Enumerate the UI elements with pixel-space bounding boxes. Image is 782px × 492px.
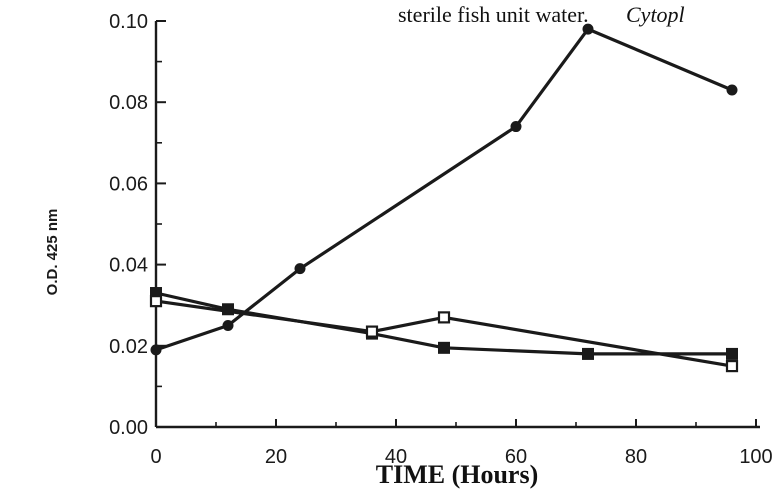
y-tick-label: 0.04 [109,255,148,277]
x-tick-label: 60 [505,446,527,468]
x-tick-label: 100 [739,446,772,468]
data-point [726,347,738,360]
series-line [155,27,733,352]
data-point [149,295,163,308]
tick-labels: 0.00 0.02 0.04 0.06 0.08 0.10 0 20 40 60 80 100 [109,11,773,468]
axes [154,21,760,429]
data-point [582,23,594,35]
x-tick-label: 20 [265,446,287,468]
y-tick-label: 0.00 [109,417,148,439]
caption-italic-text: Cytopl [626,2,685,27]
data-point [582,347,594,360]
x-tick-label: 80 [625,446,647,468]
y-axis-label: O.D. 425 nm [44,209,61,296]
data-point [150,344,162,356]
data-point [725,360,739,373]
y-tick-label: 0.06 [109,173,148,195]
data-point [365,325,379,338]
data-point [294,263,306,275]
x-axis-label: TIME (Hours) [376,460,539,489]
data-point [510,121,522,133]
y-tick-label: 0.02 [109,336,148,358]
data-point [437,311,451,324]
series-filled-circle [150,23,738,356]
data-point [438,341,450,354]
series-layer [149,23,739,373]
data-point [222,320,234,331]
data-point [726,84,738,96]
tick-marks [155,20,757,428]
x-tick-label: 40 [385,446,407,468]
y-tick-label: 0.10 [109,11,148,33]
series-line [155,291,732,356]
caption: sterile fish unit water. Cytopl [398,2,685,27]
x-tick-label: 0 [150,446,161,468]
y-tick-label: 0.08 [109,92,148,114]
caption-text: sterile fish unit water. [398,2,589,27]
series-line [155,299,733,368]
series-open-square [149,295,739,373]
